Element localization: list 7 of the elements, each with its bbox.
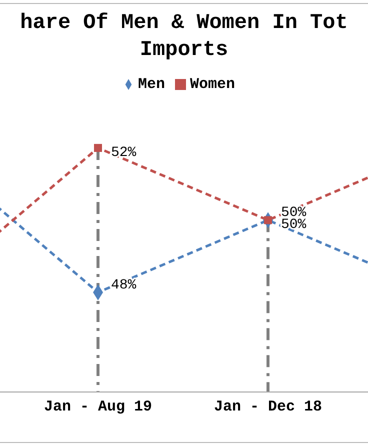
legend-label: Men <box>138 76 165 93</box>
data-label: 52% <box>111 144 137 161</box>
legend-label: Women <box>190 76 236 93</box>
x-tick-label: Jan - Aug 19 <box>44 398 152 416</box>
chart-title: hare Of Men & Women In Tot Imports <box>19 11 349 64</box>
x-tick-label: Jan - Dec 18 <box>214 398 322 416</box>
data-label: 48% <box>111 277 137 294</box>
